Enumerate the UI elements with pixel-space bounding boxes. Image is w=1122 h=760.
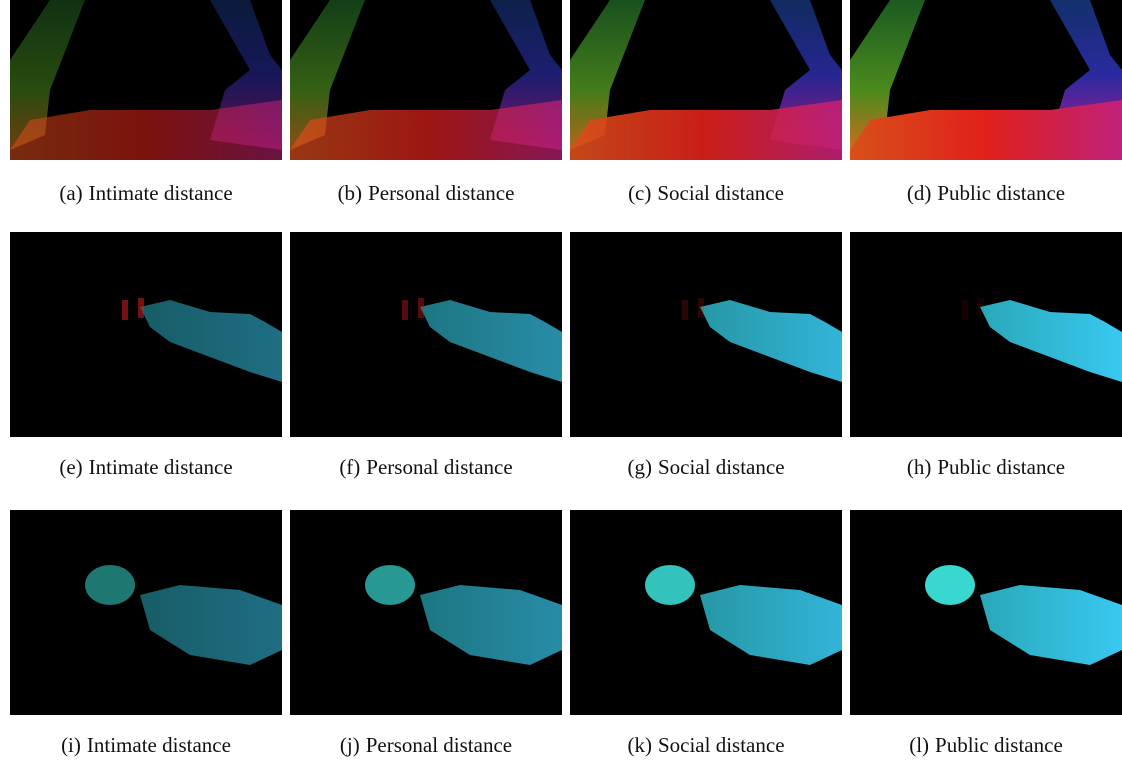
caption-text: Personal distance xyxy=(366,733,512,757)
panel-image xyxy=(290,232,562,437)
panel-caption: (h)Public distance xyxy=(846,455,1122,480)
caption-label: (e) xyxy=(59,455,82,479)
caption-label: (i) xyxy=(61,733,81,757)
caption-label: (d) xyxy=(907,181,932,205)
caption-text: Intimate distance xyxy=(89,455,233,479)
caption-label: (a) xyxy=(59,181,82,205)
panel-caption: (l) Public distance xyxy=(846,733,1122,758)
panel-image xyxy=(570,510,842,715)
caption-text: Intimate distance xyxy=(89,181,233,205)
panel-caption: (c) Social distance xyxy=(566,181,846,206)
panel-image xyxy=(10,510,282,715)
caption-text: Social distance xyxy=(658,455,785,479)
caption-label: (f) xyxy=(339,455,360,479)
panel-caption: (g)Social distance xyxy=(566,455,846,480)
panel-image xyxy=(570,0,842,160)
caption-label: (l) xyxy=(909,733,929,757)
caption-label: (g) xyxy=(627,455,652,479)
caption-text: Social distance xyxy=(657,181,784,205)
panel-caption: (b)Personal distance xyxy=(286,181,566,206)
caption-text: Personal distance xyxy=(366,455,512,479)
panel-caption: (d)Public distance xyxy=(846,181,1122,206)
panel-caption: (k)Social distance xyxy=(566,733,846,758)
caption-text: Personal distance xyxy=(368,181,514,205)
panel-image xyxy=(10,0,282,160)
panel-image xyxy=(570,232,842,437)
panel-caption: (f) Personal distance xyxy=(286,455,566,480)
figure: (a)Intimate distance (b)Personal distanc… xyxy=(0,0,1122,760)
caption-text: Public distance xyxy=(935,733,1063,757)
caption-label: (c) xyxy=(628,181,651,205)
panel-image xyxy=(850,0,1122,160)
panel-image xyxy=(290,510,562,715)
panel-image xyxy=(850,510,1122,715)
caption-text: Public distance xyxy=(937,181,1065,205)
panel-caption: (e) Intimate distance xyxy=(6,455,286,480)
panel-image xyxy=(290,0,562,160)
caption-text: Social distance xyxy=(658,733,785,757)
caption-label: (b) xyxy=(338,181,363,205)
caption-label: (k) xyxy=(627,733,652,757)
caption-label: (j) xyxy=(340,733,360,757)
caption-label: (h) xyxy=(907,455,932,479)
panel-caption: (j) Personal distance xyxy=(286,733,566,758)
panel-caption: (a) Intimate distance xyxy=(6,181,286,206)
panel-caption: (i) Intimate distance xyxy=(6,733,286,758)
caption-text: Public distance xyxy=(937,455,1065,479)
panel-image xyxy=(850,232,1122,437)
panel-image xyxy=(10,232,282,437)
caption-text: Intimate distance xyxy=(87,733,231,757)
